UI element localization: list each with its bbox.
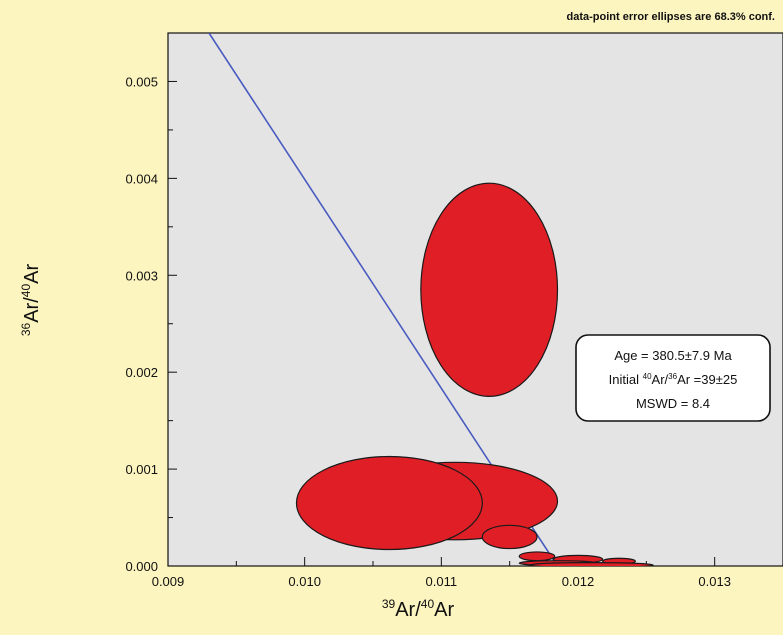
y-tick-label: 0.004 bbox=[125, 171, 158, 186]
age-text: Age = 380.5±7.9 Ma bbox=[614, 348, 732, 363]
x-tick-label: 0.013 bbox=[698, 574, 731, 589]
error-ellipse bbox=[295, 455, 483, 551]
y-tick-label: 0.002 bbox=[125, 365, 158, 380]
x-axis-label: 39Ar/40Ar bbox=[382, 597, 455, 621]
error-ellipse bbox=[529, 562, 654, 566]
x-tick-label: 0.011 bbox=[426, 574, 458, 589]
initial-ratio-text: Initial 40Ar/36Ar =39±25 bbox=[609, 372, 738, 387]
error-ellipse bbox=[518, 551, 556, 562]
plot-content bbox=[208, 33, 654, 566]
annotation-box bbox=[575, 334, 771, 422]
error-ellipse bbox=[420, 182, 559, 398]
tick-labels: 0.009 0.010 0.011 0.012 0.013 0.000 0.001 0.002… bbox=[125, 74, 730, 589]
x-tick-label: 0.012 bbox=[562, 574, 595, 589]
x-tick-label: 0.009 bbox=[152, 574, 185, 589]
mswd-text: MSWD = 8.4 bbox=[636, 396, 710, 411]
y-tick-label: 0.005 bbox=[125, 74, 158, 89]
error-ellipse bbox=[481, 524, 538, 550]
confidence-note: data-point error ellipses are 68.3% conf… bbox=[567, 11, 775, 23]
x-tick-label: 0.010 bbox=[288, 574, 321, 589]
y-tick-label: 0.003 bbox=[125, 268, 158, 283]
y-tick-label: 0.001 bbox=[125, 462, 158, 477]
result-annotation: Age = 380.5±7.9 Ma Initial 40Ar/36Ar =39… bbox=[575, 334, 771, 422]
y-axis-label: 36Ar/40Ar bbox=[19, 264, 43, 337]
y-tick-label: 0.000 bbox=[125, 559, 158, 574]
error-ellipses bbox=[295, 182, 654, 566]
